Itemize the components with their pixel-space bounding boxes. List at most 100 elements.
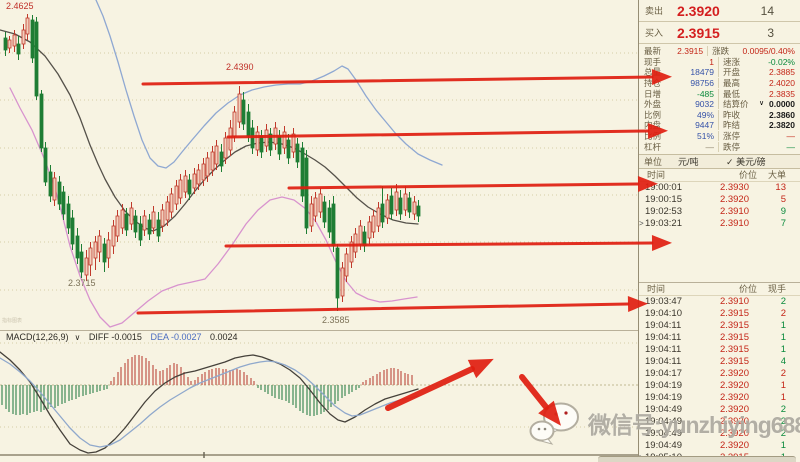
- cell-price: 2.3915: [719, 344, 749, 356]
- cell-time: 19:04:10: [645, 308, 682, 320]
- stat-value: 0.0000: [769, 99, 795, 110]
- cell-price: 2.3910: [719, 296, 749, 308]
- cell-price: 2.3910: [719, 218, 749, 230]
- bid-qty: 3: [767, 25, 774, 40]
- bottom-toolbar-partial[interactable]: [598, 456, 796, 462]
- cell-time: 19:04:11: [645, 332, 682, 344]
- col-time: 时间: [647, 170, 666, 181]
- cell-time: 19:04:11: [645, 320, 682, 332]
- cell-price: 2.3910: [719, 206, 749, 218]
- stat-label: 比例: [644, 131, 662, 142]
- stat-label: 现手: [644, 56, 662, 67]
- cell-volume: 2: [780, 428, 786, 440]
- stat-value: 2.4020: [769, 78, 795, 89]
- stat-row: 现手 1 速涨 -0.02%: [639, 56, 800, 68]
- price-label: 2.3585: [322, 315, 350, 325]
- cell-price: 2.3920: [719, 440, 749, 452]
- big-order-row[interactable]: 19:00:15 2.3920 5: [639, 194, 800, 206]
- stat-value: 2.3860: [769, 109, 795, 120]
- tick-row[interactable]: 19:04:49 2.3920 2: [639, 404, 800, 416]
- stat-value: —: [786, 141, 796, 152]
- stat-label: 日增: [644, 88, 662, 99]
- stat-value: —: [786, 131, 796, 142]
- cell-volume: 2: [780, 296, 786, 308]
- stat-label: 涨停: [723, 131, 741, 142]
- stat-row: 比例 51% 涨停 —: [639, 131, 800, 142]
- cell-volume: 13: [775, 182, 786, 194]
- cell-volume: 9: [780, 206, 786, 218]
- tick-row[interactable]: 19:04:49 2.3920 2: [639, 428, 800, 440]
- stat-label: 开盘: [723, 67, 741, 78]
- cell-time: 19:03:21: [645, 218, 682, 230]
- unit-usd-toggle[interactable]: ✓ 美元/磅: [726, 156, 766, 167]
- tick-row[interactable]: 19:04:11 2.3915 1: [639, 320, 800, 332]
- cell-price: 2.3920: [719, 404, 749, 416]
- stat-label: 杠杆: [644, 141, 662, 152]
- macd-name: MACD(12,26,9): [6, 332, 69, 342]
- tick-row[interactable]: 19:04:19 2.3920 1: [639, 392, 800, 404]
- chevron-down-icon[interactable]: ∨: [759, 100, 765, 108]
- stat-value: 18479: [674, 67, 719, 78]
- col-time: 时间: [647, 284, 666, 295]
- stat-row: 最新 2.3915 涨跌 0.0095/0.40%: [639, 46, 800, 57]
- cell-price: 2.3915: [719, 332, 749, 344]
- ask-price: 2.3920: [677, 2, 720, 19]
- cell-time: 19:04:19: [645, 392, 682, 404]
- stat-row: 内盘 9447 昨结 2.3820: [639, 120, 800, 131]
- stat-label: 速涨: [723, 56, 741, 67]
- stat-label: 最低: [723, 88, 741, 99]
- col-bigvol: 大单: [767, 170, 786, 181]
- cell-price: 2.3920: [719, 380, 749, 392]
- cell-volume: 1: [780, 392, 786, 404]
- tick-row[interactable]: 19:04:17 2.3920 2: [639, 368, 800, 380]
- cell-volume: 1: [780, 344, 786, 356]
- row-cursor: >: [639, 219, 644, 229]
- tick-row[interactable]: 19:04:11 2.3915 1: [639, 332, 800, 344]
- tick-row[interactable]: 19:04:11 2.3915 1: [639, 344, 800, 356]
- stat-value: 51%: [674, 131, 719, 142]
- tick-list-header: 时间 价位 现手: [639, 283, 800, 296]
- macd-diff-value: DIFF -0.0015: [88, 332, 142, 342]
- tick-row[interactable]: 19:04:11 2.3915 4: [639, 356, 800, 368]
- cell-volume: 2: [780, 308, 786, 320]
- stat-label: 内盘: [644, 120, 662, 131]
- cell-volume: 1: [780, 332, 786, 344]
- check-icon: ✓: [726, 156, 734, 167]
- price-label: 2.3715: [68, 278, 96, 288]
- big-order-row[interactable]: >19:03:21 2.3910 7: [639, 218, 800, 230]
- stat-label: 昨收: [723, 109, 741, 120]
- tick-row[interactable]: 19:03:47 2.3910 2: [639, 296, 800, 308]
- unit-label: 单位: [644, 156, 663, 167]
- tick-row[interactable]: 19:04:49 2.3920 2: [639, 416, 800, 428]
- chevron-down-icon[interactable]: ∨: [74, 333, 81, 342]
- chart-area[interactable]: 指标图表 MACD(12,26,9) ∨ DIFF -0.0015 DEA -0.…: [0, 0, 638, 462]
- cell-volume: 2: [780, 404, 786, 416]
- cell-time: 19:04:49: [645, 404, 682, 416]
- tick-row[interactable]: 19:04:19 2.3920 1: [639, 380, 800, 392]
- stat-value: 98756: [674, 78, 719, 89]
- cell-volume: 7: [780, 218, 786, 230]
- ask-label: 卖出: [645, 6, 664, 16]
- stat-value: —: [674, 141, 719, 152]
- bid-price: 2.3915: [677, 24, 720, 41]
- tick-row[interactable]: 19:04:10 2.3915 2: [639, 308, 800, 320]
- cell-price: 2.3920: [719, 392, 749, 404]
- cell-time: 19:04:49: [645, 428, 682, 440]
- stat-value: 2.3915: [669, 46, 709, 57]
- candlestick-chart[interactable]: [0, 0, 638, 462]
- cell-time: 19:00:15: [645, 194, 682, 206]
- big-order-row[interactable]: 19:02:53 2.3910 9: [639, 206, 800, 218]
- stat-label: 外盘: [644, 99, 662, 110]
- cell-price: 2.3920: [719, 194, 749, 206]
- cell-price: 2.3915: [719, 320, 749, 332]
- tick-row[interactable]: 19:04:49 2.3920 1: [639, 440, 800, 452]
- cell-time: 19:04:19: [645, 380, 682, 392]
- ask-row[interactable]: 卖出 2.3920 14: [639, 0, 800, 22]
- stat-row: 比例 49% 昨收 2.3860: [639, 109, 800, 121]
- big-order-row[interactable]: 19:00:01 2.3930 13: [639, 182, 800, 194]
- stat-label[interactable]: 结算价: [723, 99, 749, 110]
- bid-row[interactable]: 买入 2.3915 3: [639, 22, 800, 44]
- stat-label: 跌停: [723, 141, 741, 152]
- macd-extra-value: 0.0024: [210, 332, 238, 342]
